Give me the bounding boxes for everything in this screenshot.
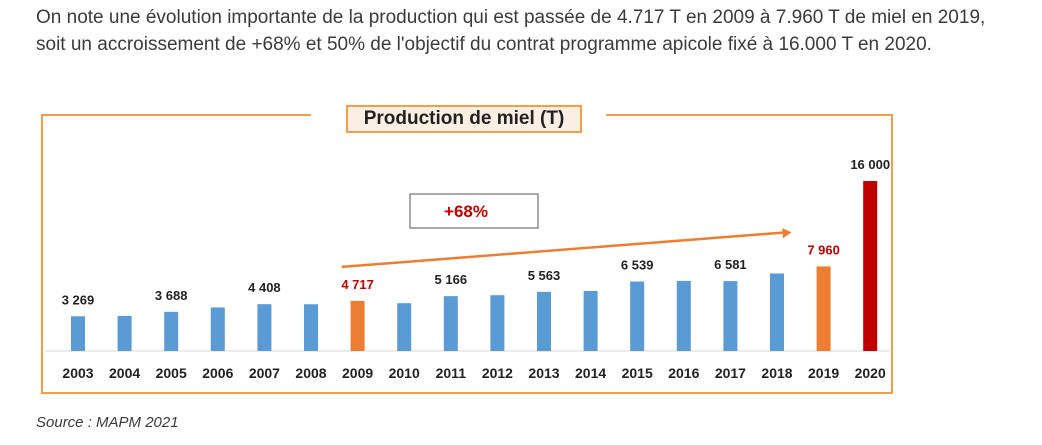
bar-2004 bbox=[117, 315, 132, 351]
growth-annotation-text: +68% bbox=[444, 202, 488, 221]
data-label-2011: 5 166 bbox=[435, 272, 468, 287]
data-label-2015: 6 539 bbox=[621, 258, 654, 273]
bar-2019 bbox=[816, 266, 831, 351]
bar-2020 bbox=[863, 181, 878, 351]
chart-frame bbox=[41, 114, 893, 394]
data-label-2017: 6 581 bbox=[714, 257, 747, 272]
bar-2011 bbox=[443, 296, 458, 351]
bar-2005 bbox=[164, 311, 179, 351]
x-tick-label-2003: 2003 bbox=[62, 365, 93, 381]
bar-2018 bbox=[770, 273, 784, 351]
x-tick-label-2020: 2020 bbox=[855, 365, 886, 381]
growth-annotation-box bbox=[409, 193, 539, 229]
bar-2016 bbox=[676, 280, 691, 351]
x-tick-label-2017: 2017 bbox=[715, 365, 746, 381]
x-tick-label-2008: 2008 bbox=[295, 365, 326, 381]
x-tick-label-2009: 2009 bbox=[342, 365, 373, 381]
bar-2006 bbox=[210, 307, 225, 351]
x-tick-label-2019: 2019 bbox=[808, 365, 839, 381]
x-tick-label-2018: 2018 bbox=[761, 365, 792, 381]
data-label-2003: 3 269 bbox=[62, 292, 95, 307]
x-tick-label-2010: 2010 bbox=[389, 365, 420, 381]
bar-2012 bbox=[490, 295, 505, 351]
data-label-2009: 4 717 bbox=[341, 277, 374, 292]
x-tick-label-2004: 2004 bbox=[109, 365, 140, 381]
growth-arrow-head bbox=[782, 228, 792, 239]
x-tick-label-2006: 2006 bbox=[202, 365, 233, 381]
bar-2008 bbox=[304, 304, 318, 351]
x-tick-label-2012: 2012 bbox=[482, 365, 513, 381]
bar-2015 bbox=[630, 281, 645, 351]
x-tick-label-2013: 2013 bbox=[528, 365, 559, 381]
data-label-2013: 5 563 bbox=[528, 268, 561, 283]
bar-2009 bbox=[350, 300, 365, 351]
intro-paragraph: On note une évolution importante de la p… bbox=[36, 7, 986, 55]
bar-2003 bbox=[71, 316, 85, 351]
x-tick-label-2007: 2007 bbox=[249, 365, 280, 381]
x-tick-label-2011: 2011 bbox=[436, 365, 467, 381]
growth-arrow-line bbox=[341, 231, 786, 269]
x-tick-label-2016: 2016 bbox=[668, 365, 699, 381]
x-tick-label-2015: 2015 bbox=[622, 365, 653, 381]
frame-top-left-border bbox=[41, 114, 311, 116]
frame-top-right-border bbox=[606, 114, 893, 116]
bar-2013 bbox=[537, 291, 551, 351]
x-tick-label-2014: 2014 bbox=[575, 365, 606, 381]
chart-title: Production de miel (T) bbox=[346, 105, 582, 133]
x-tick-label-2005: 2005 bbox=[156, 365, 187, 381]
bar-2007 bbox=[257, 304, 272, 351]
data-label-2005: 3 688 bbox=[155, 288, 188, 303]
source-note: Source : MAPM 2021 bbox=[36, 414, 179, 431]
bar-2010 bbox=[397, 303, 412, 351]
data-label-2007: 4 408 bbox=[248, 280, 281, 295]
bar-2014 bbox=[583, 290, 598, 351]
data-label-2020: 16 000 bbox=[850, 157, 890, 172]
bar-2017 bbox=[723, 281, 738, 351]
data-label-2019: 7 960 bbox=[807, 242, 840, 257]
